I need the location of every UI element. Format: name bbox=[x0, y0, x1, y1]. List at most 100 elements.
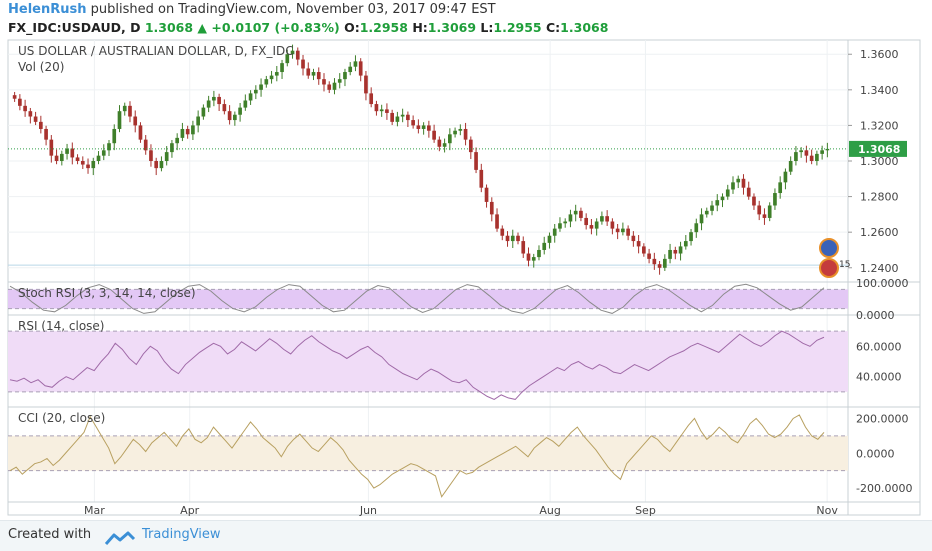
y-tick-label: 1.2600 bbox=[860, 226, 899, 239]
candle-body bbox=[662, 258, 667, 268]
candle-body bbox=[794, 152, 798, 161]
chart-frame bbox=[7, 39, 921, 516]
rsi-tick-label: 60.0000 bbox=[856, 340, 902, 353]
candle-body bbox=[820, 150, 824, 154]
candle-body bbox=[437, 139, 442, 147]
candle-body bbox=[175, 137, 180, 144]
candle-body bbox=[233, 114, 237, 121]
candle-body bbox=[91, 161, 96, 169]
candle-body bbox=[301, 59, 305, 69]
candle-body bbox=[505, 235, 510, 242]
candle-body bbox=[479, 169, 484, 188]
candle-body bbox=[70, 148, 75, 158]
candle-body bbox=[621, 228, 625, 233]
event-count-label: 15 bbox=[839, 260, 850, 270]
candle-body bbox=[715, 200, 720, 206]
candle-body bbox=[49, 139, 54, 156]
candle-body bbox=[720, 196, 725, 201]
candle-body bbox=[39, 121, 43, 129]
candle-body bbox=[463, 128, 468, 140]
candle-body bbox=[594, 221, 599, 229]
price-value: 1.3068 bbox=[144, 20, 194, 35]
candle-body bbox=[799, 150, 803, 153]
candle-body bbox=[442, 143, 447, 147]
change-value: +0.0107 (+0.83%) bbox=[211, 20, 340, 35]
candle-body bbox=[411, 120, 415, 126]
candle-body bbox=[75, 157, 80, 161]
cci-band bbox=[8, 435, 848, 471]
up-arrow-icon: ▲ bbox=[197, 20, 208, 35]
candle-body bbox=[788, 161, 793, 172]
candle-body bbox=[390, 112, 394, 122]
candle-body bbox=[600, 216, 604, 222]
candle-body bbox=[631, 235, 636, 242]
candle-body bbox=[484, 187, 489, 202]
low-value: 1.2955 bbox=[493, 20, 542, 35]
candle-body bbox=[678, 246, 683, 254]
candle-body bbox=[468, 139, 473, 153]
candle-body bbox=[757, 205, 762, 215]
candle-body bbox=[448, 134, 452, 144]
candle-body bbox=[642, 246, 646, 254]
candle-body bbox=[526, 253, 531, 261]
candle-body bbox=[159, 161, 164, 169]
candle-body bbox=[427, 125, 431, 131]
footer: Created with TradingView bbox=[0, 520, 932, 551]
candle-body bbox=[762, 214, 767, 218]
candle-body bbox=[432, 130, 436, 140]
candle-body bbox=[348, 66, 353, 73]
candle-body bbox=[683, 241, 688, 247]
candle-body bbox=[201, 107, 206, 117]
candle-body bbox=[773, 193, 777, 206]
candle-body bbox=[364, 75, 368, 94]
candle-body bbox=[65, 148, 69, 154]
rsi-title: RSI (14, close) bbox=[18, 319, 104, 333]
candle-body bbox=[746, 187, 751, 197]
candle-body bbox=[416, 125, 421, 129]
candle-body bbox=[369, 93, 374, 105]
published-text: published on TradingView.com, November 0… bbox=[90, 2, 496, 17]
chart-area[interactable]: Mar Apr Jun Aug Sep Nov 1.3600 1.3400 1.3200 1.30… bbox=[0, 0, 932, 520]
candle-body bbox=[657, 264, 662, 268]
cci-tick-label: 0.0000 bbox=[856, 447, 895, 460]
candle-body bbox=[12, 95, 17, 99]
author-link[interactable]: HelenRush bbox=[8, 2, 87, 17]
candle-body bbox=[44, 128, 48, 140]
tradingview-brand-link[interactable]: TradingView bbox=[142, 527, 221, 542]
candle-body bbox=[521, 241, 526, 254]
candle-body bbox=[516, 235, 520, 242]
candle-body bbox=[358, 61, 363, 76]
y-tick-label: 1.2800 bbox=[860, 191, 899, 204]
candle-body bbox=[164, 152, 169, 161]
candle-body bbox=[107, 143, 111, 151]
candle-body bbox=[500, 228, 505, 236]
candle-body bbox=[18, 98, 22, 106]
candle-body bbox=[725, 189, 730, 197]
open-label: O: bbox=[344, 20, 360, 35]
candle-body bbox=[731, 182, 735, 190]
publish-line: HelenRush published on TradingView.com, … bbox=[8, 2, 496, 17]
x-tick-label: Sep bbox=[635, 504, 656, 517]
candle-body bbox=[353, 61, 358, 67]
candle-body bbox=[809, 155, 814, 161]
candle-body bbox=[489, 201, 494, 215]
candle-body bbox=[495, 214, 499, 229]
candle-body bbox=[736, 178, 741, 183]
rsi-band bbox=[8, 331, 848, 392]
low-label: L: bbox=[480, 20, 494, 35]
candle-body bbox=[154, 161, 159, 169]
candle-body bbox=[699, 214, 704, 224]
candle-body bbox=[626, 228, 630, 236]
candle-body bbox=[185, 128, 190, 135]
candle-body bbox=[274, 72, 279, 76]
candle-body bbox=[647, 253, 651, 259]
candle-body bbox=[510, 235, 515, 242]
candle-body bbox=[117, 111, 122, 129]
candle-body bbox=[28, 111, 33, 117]
candle-body bbox=[290, 50, 295, 55]
volume-indicator-title: Vol (20) bbox=[18, 60, 64, 74]
candle-body bbox=[343, 72, 347, 80]
candle-body bbox=[332, 82, 337, 90]
candle-body bbox=[316, 72, 321, 80]
candle-body bbox=[86, 164, 90, 169]
